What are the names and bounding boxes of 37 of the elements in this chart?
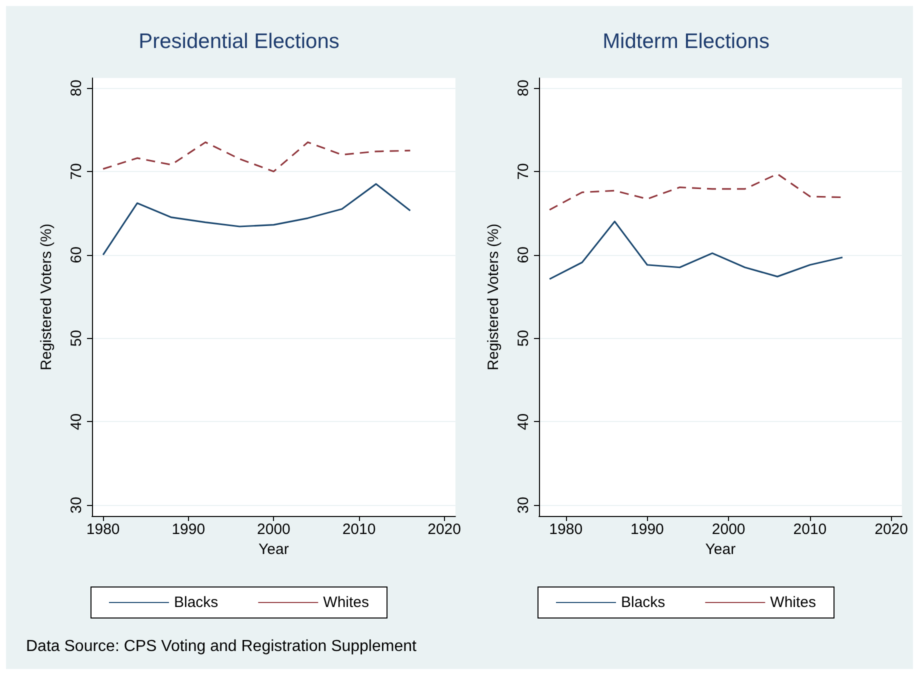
x-tick-label: 1980 [549, 521, 583, 538]
y-axis-title: Registered Voters (%) [485, 224, 502, 370]
y-tick-label: 60 [515, 246, 532, 264]
x-tick-label: 1990 [630, 521, 664, 538]
x-tick-label: 2000 [257, 521, 290, 538]
x-tick-label: 2000 [712, 521, 746, 538]
line-series [102, 183, 411, 256]
y-tick-label: 40 [515, 413, 532, 430]
y-tick-label: 60 [68, 246, 85, 264]
line-series [548, 173, 844, 211]
y-tick-label: 80 [68, 80, 85, 96]
y-tick-label: 50 [515, 330, 532, 347]
y-tick-label: 30 [515, 496, 532, 514]
line-series [548, 220, 844, 280]
x-tick-label: 1990 [172, 521, 206, 538]
x-tick-label: 2010 [342, 521, 376, 538]
y-axis-title: Registered Voters (%) [38, 224, 55, 370]
legend-label: Blacks [620, 594, 666, 611]
x-tick-label: 1980 [86, 521, 120, 538]
x-tick-label: 2020 [874, 521, 908, 538]
x-tick-label: 2010 [793, 521, 827, 538]
x-tick-label: 2020 [428, 521, 462, 538]
y-tick-label: 70 [68, 163, 85, 180]
legend-label: Blacks [174, 594, 218, 611]
line-series [102, 141, 411, 172]
y-tick-label: 30 [68, 496, 85, 514]
chart-title: Presidential Elections [138, 30, 340, 53]
y-tick-label: 50 [68, 330, 85, 347]
x-axis-title: Year [258, 540, 289, 558]
y-tick-label: 70 [515, 163, 532, 180]
source-note: Data Source: CPS Voting and Registration Supplement [26, 638, 416, 656]
chart-title: Midterm Elections [602, 30, 770, 53]
y-tick-label: 80 [515, 80, 532, 96]
y-tick-label: 40 [68, 413, 85, 430]
legend-label: Whites [323, 594, 370, 611]
legend-label: Whites [770, 594, 816, 611]
x-axis-title: Year [705, 540, 736, 558]
